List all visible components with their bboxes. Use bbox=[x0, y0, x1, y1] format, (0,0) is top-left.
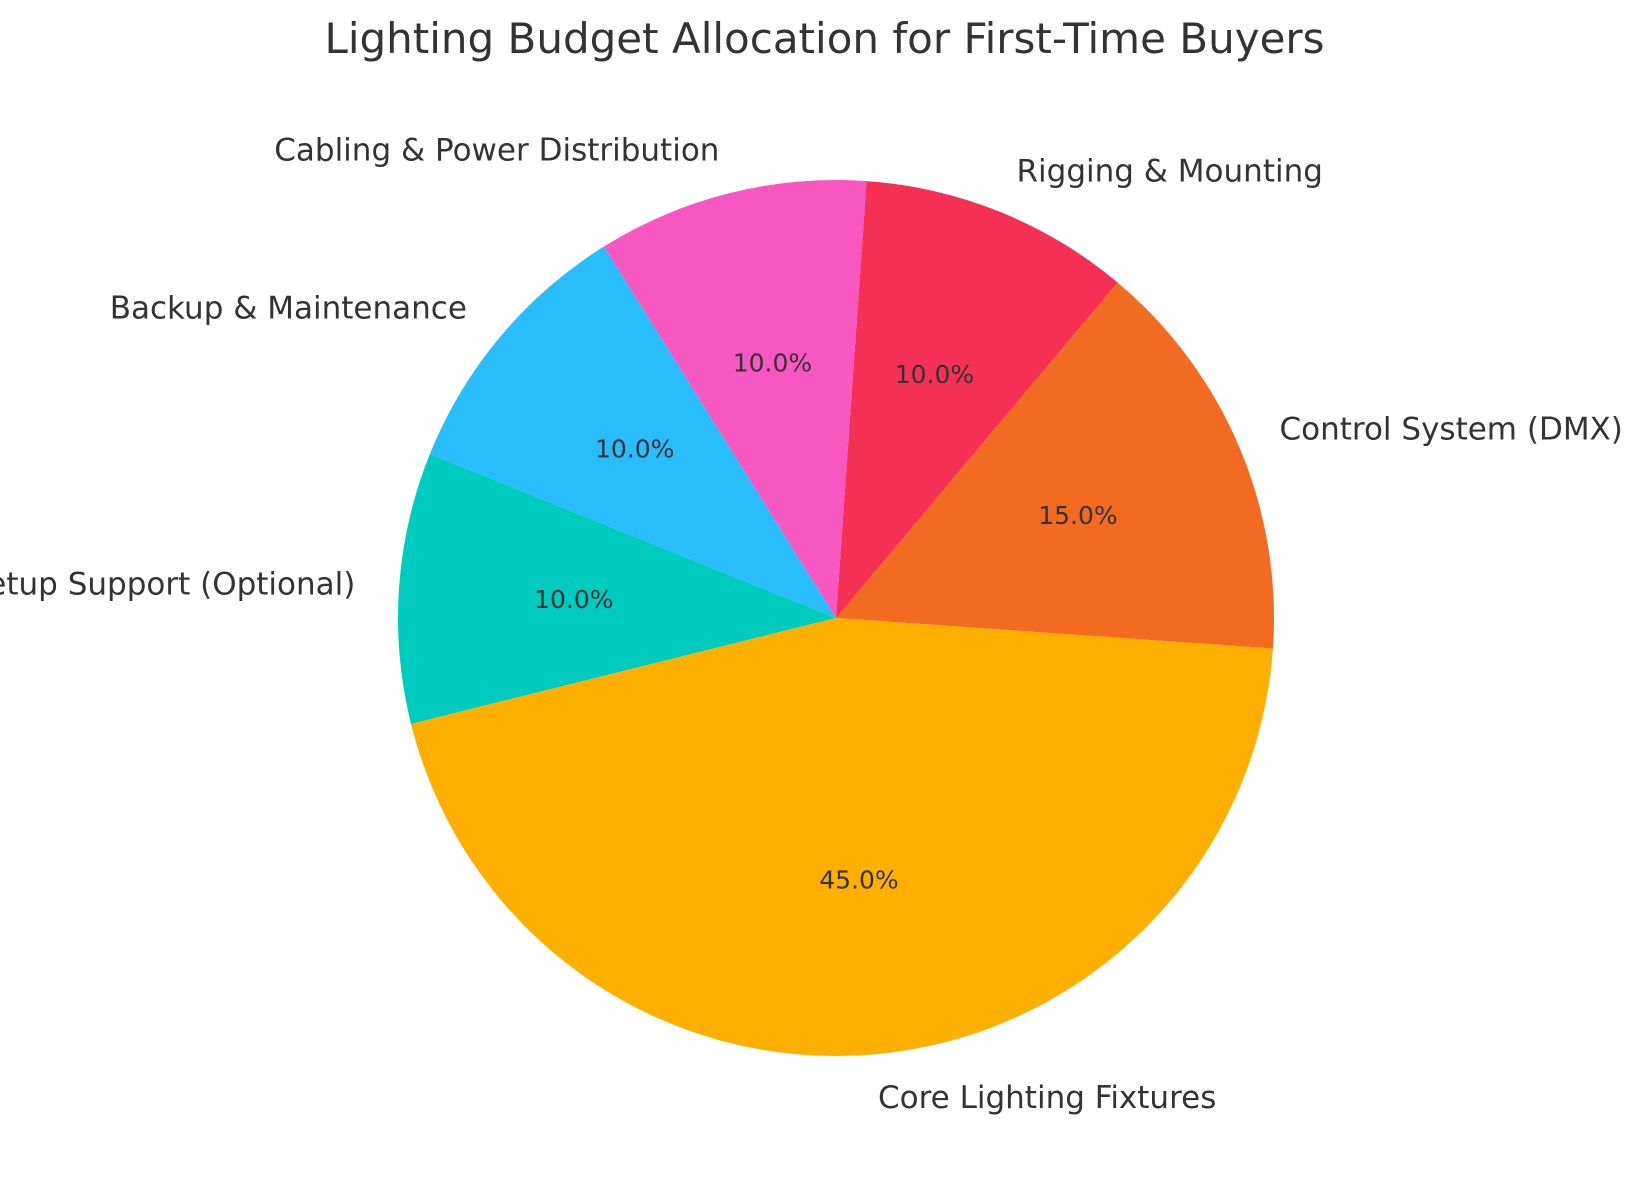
chart-title: Lighting Budget Allocation for First-Tim… bbox=[324, 14, 1325, 63]
category-label-training-setup-support-optional: Training/Setup Support (Optional) bbox=[0, 566, 355, 602]
category-label-control-system-dmx: Control System (DMX) bbox=[1279, 412, 1622, 448]
percent-label-core-lighting-fixtures: 45.0% bbox=[819, 865, 898, 894]
pie-slice-backup-maintenance bbox=[429, 246, 836, 618]
pie-slice-cabling-power-distribution bbox=[603, 180, 867, 618]
pie-slice-control-system-dmx bbox=[836, 282, 1275, 649]
percent-label-control-system-dmx: 15.0% bbox=[1038, 501, 1117, 530]
percent-label-backup-maintenance: 10.0% bbox=[595, 435, 674, 464]
pie-slice-rigging-mounting bbox=[836, 181, 1118, 618]
pie-slices bbox=[397, 180, 1275, 1056]
percent-label-rigging-mounting: 10.0% bbox=[895, 360, 974, 389]
percent-label-training-setup-support-optional: 10.0% bbox=[534, 585, 613, 614]
percent-labels: 15.0% 10.0% 10.0% 10.0% 10.0% 45.0% bbox=[534, 349, 1117, 895]
percent-label-cabling-power-distribution: 10.0% bbox=[733, 349, 812, 378]
category-labels: Control System (DMX) Rigging & Mounting Ca… bbox=[0, 133, 1623, 1116]
category-label-rigging-mounting: Rigging & Mounting bbox=[1016, 153, 1322, 189]
pie-slice-training-setup-support-optional bbox=[397, 453, 836, 724]
category-label-cabling-power-distribution: Cabling & Power Distribution bbox=[274, 133, 719, 169]
pie-slice-core-lighting-fixtures bbox=[411, 618, 1273, 1056]
category-label-backup-maintenance: Backup & Maintenance bbox=[110, 290, 467, 326]
category-label-core-lighting-fixtures: Core Lighting Fixtures bbox=[878, 1080, 1216, 1116]
